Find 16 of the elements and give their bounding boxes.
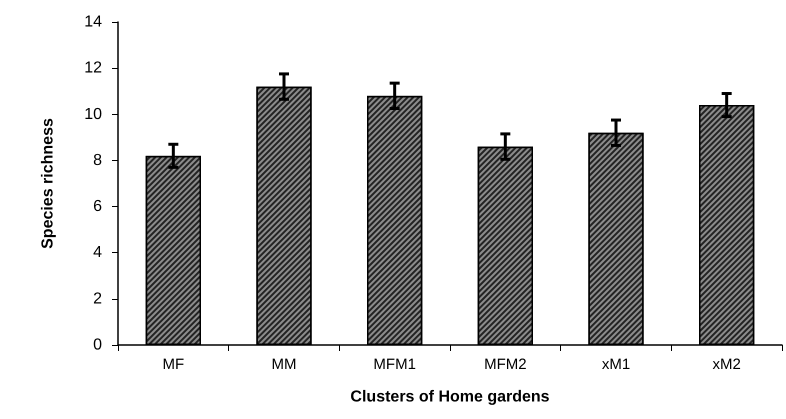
y-tick-label: 14 [84,14,102,30]
x-axis-title: Clusters of Home gardens [350,388,550,406]
x-tick-label: xM1 [602,356,630,373]
y-tick-label: 4 [93,244,102,262]
x-tick-label: xM2 [712,356,741,373]
x-tick-label: MM [272,356,296,373]
y-tick-label: 6 [93,198,102,216]
y-axis-title: Species richness [40,118,56,249]
x-tick-label: MFM2 [484,356,527,373]
y-tick-label: 2 [93,290,102,308]
x-tick-label: MFM1 [373,356,416,373]
y-tick-label: 0 [93,336,102,354]
y-tick-label: 10 [84,106,102,123]
y-tick-label: 12 [84,60,102,77]
y-tick-label: 8 [93,152,102,169]
x-tick-label: MF [162,356,184,373]
